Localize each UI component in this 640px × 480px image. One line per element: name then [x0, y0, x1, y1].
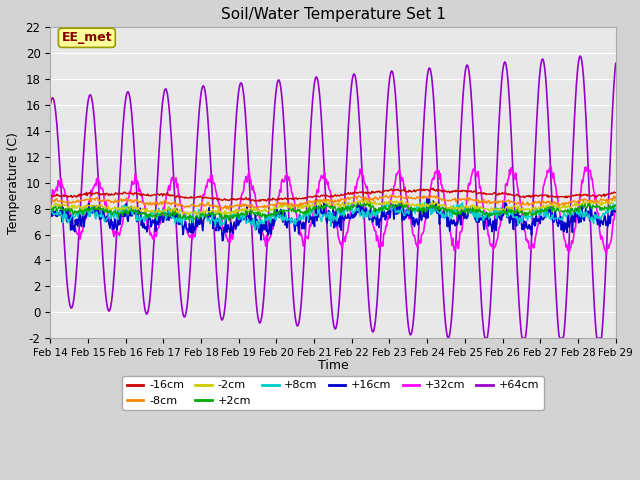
X-axis label: Time: Time: [317, 360, 348, 372]
Title: Soil/Water Temperature Set 1: Soil/Water Temperature Set 1: [221, 7, 445, 22]
Text: EE_met: EE_met: [61, 31, 112, 44]
Y-axis label: Temperature (C): Temperature (C): [7, 132, 20, 234]
Legend: -16cm, -8cm, -2cm, +2cm, +8cm, +16cm, +32cm, +64cm: -16cm, -8cm, -2cm, +2cm, +8cm, +16cm, +3…: [122, 376, 543, 410]
